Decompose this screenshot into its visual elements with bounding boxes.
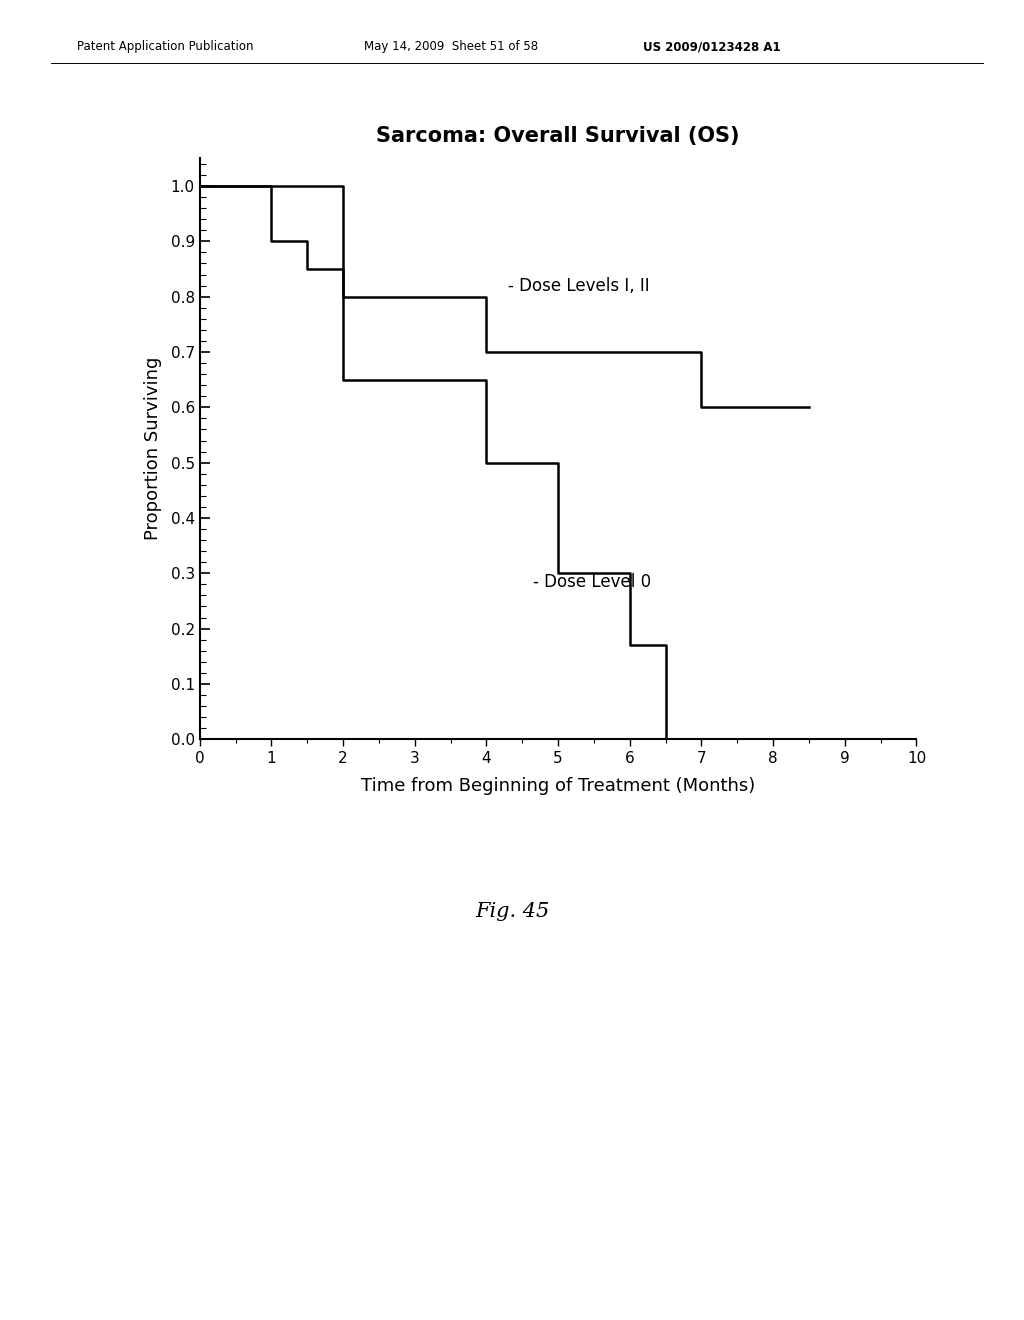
Text: - Dose Level 0: - Dose Level 0 [532, 573, 651, 590]
Title: Sarcoma: Overall Survival (OS): Sarcoma: Overall Survival (OS) [377, 125, 739, 145]
Text: Patent Application Publication: Patent Application Publication [77, 40, 253, 53]
X-axis label: Time from Beginning of Treatment (Months): Time from Beginning of Treatment (Months… [360, 777, 756, 795]
Text: May 14, 2009  Sheet 51 of 58: May 14, 2009 Sheet 51 of 58 [364, 40, 538, 53]
Text: - Dose Levels I, II: - Dose Levels I, II [508, 277, 649, 294]
Text: US 2009/0123428 A1: US 2009/0123428 A1 [643, 40, 780, 53]
Y-axis label: Proportion Surviving: Proportion Surviving [144, 358, 162, 540]
Text: Fig. 45: Fig. 45 [475, 903, 549, 921]
